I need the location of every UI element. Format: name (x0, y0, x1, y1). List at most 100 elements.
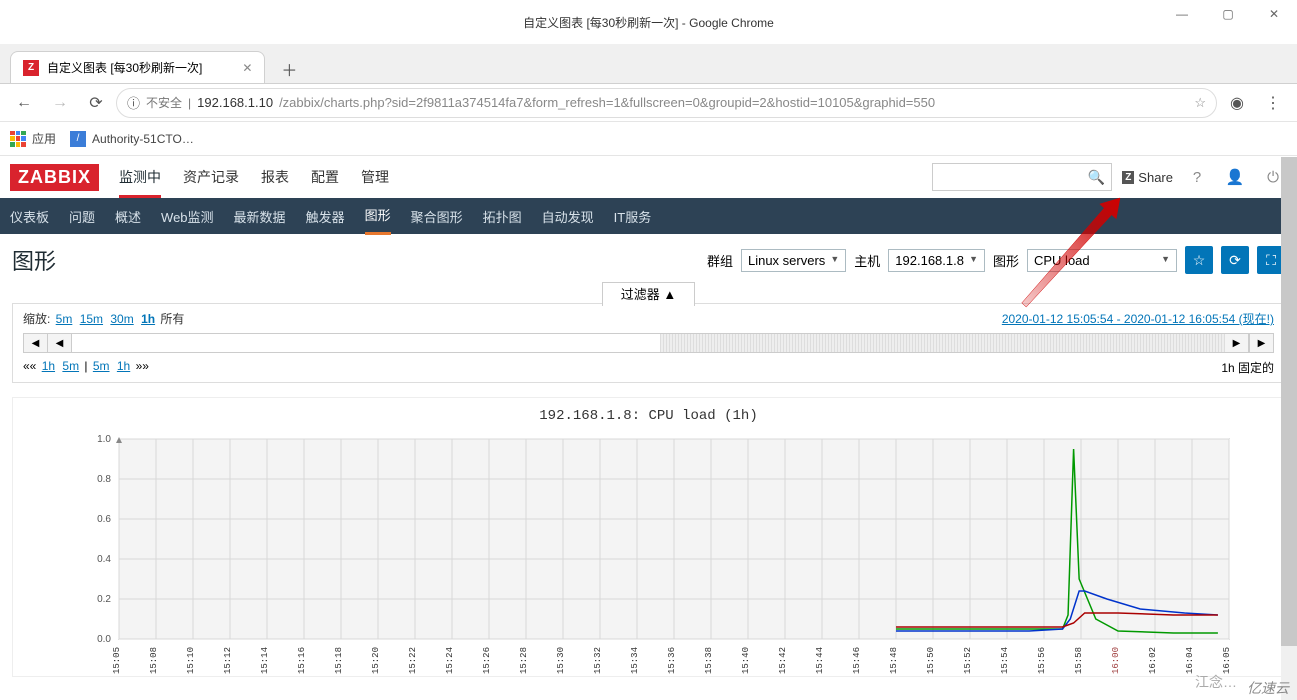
bookmark-item[interactable]: / Authority-51CTO… (70, 131, 194, 147)
back-button[interactable]: ← (8, 87, 40, 119)
apps-shortcut[interactable]: 应用 (10, 130, 56, 147)
graph-select[interactable]: CPU load (1027, 249, 1177, 272)
close-window-button[interactable]: ✕ (1251, 0, 1297, 28)
time-range: 2020-01-12 15:05:54 - 2020-01-12 16:05:5… (1002, 310, 1274, 327)
url-host: 192.168.1.10 (197, 95, 273, 110)
zabbix-topmenu: 监测中资产记录报表配置管理 (119, 167, 389, 187)
graph-label: 图形 (993, 251, 1019, 270)
security-text: 不安全 (146, 94, 182, 111)
submenu-Web监测[interactable]: Web监测 (161, 207, 214, 226)
zoom-所有[interactable]: 所有 (160, 312, 184, 326)
profile-icon[interactable]: ◉ (1221, 87, 1253, 119)
svg-text:16:02: 16:02 (1148, 647, 1158, 674)
url-field[interactable]: ⓘ 不安全 | 192.168.1.10 /zabbix/charts.php?… (116, 88, 1217, 118)
host-select[interactable]: 192.168.1.8 (888, 249, 985, 272)
submenu-自动发现[interactable]: 自动发现 (542, 207, 594, 226)
svg-text:1.0: 1.0 (97, 434, 111, 445)
svg-text:15:22: 15:22 (408, 647, 418, 674)
rel-1h[interactable]: 1h (42, 359, 55, 373)
scroll-next-button[interactable]: ▶ (1225, 334, 1249, 352)
svg-text:16:05: 16:05 (1222, 647, 1232, 674)
svg-text:15:12: 15:12 (223, 647, 233, 674)
scroll-handle[interactable] (660, 334, 1225, 352)
zoom-15m[interactable]: 15m (80, 312, 103, 326)
topmenu-配置[interactable]: 配置 (311, 167, 339, 187)
page-scrollbar[interactable] (1281, 157, 1297, 700)
submenu-拓扑图[interactable]: 拓扑图 (483, 207, 522, 226)
svg-text:15:46: 15:46 (852, 647, 862, 674)
svg-text:15:56: 15:56 (1037, 647, 1047, 674)
zoom-options: 缩放: 5m 15m 30m 1h 所有 (23, 310, 184, 327)
topmenu-管理[interactable]: 管理 (361, 167, 389, 187)
search-input[interactable]: 🔍 (932, 163, 1112, 191)
rel-1h[interactable]: 1h (117, 359, 130, 373)
svg-text:16:00: 16:00 (1111, 647, 1121, 674)
page-title: 图形 (12, 244, 56, 276)
info-icon: ⓘ (127, 93, 140, 112)
scroll-first-button[interactable]: ◀ (24, 334, 48, 352)
topmenu-监测中[interactable]: 监测中 (119, 167, 161, 198)
svg-text:15:05: 15:05 (112, 647, 122, 674)
submenu-仪表板[interactable]: 仪表板 (10, 207, 49, 226)
help-icon[interactable]: ? (1183, 169, 1211, 186)
submenu-触发器[interactable]: 触发器 (306, 207, 345, 226)
submenu-最新数据[interactable]: 最新数据 (234, 207, 286, 226)
new-tab-button[interactable]: ＋ (275, 55, 303, 83)
maximize-button[interactable]: ▢ (1205, 0, 1251, 28)
rel-5m[interactable]: 5m (93, 359, 110, 373)
svg-text:15:28: 15:28 (519, 647, 529, 674)
tab-strip: Z 自定义图表 [每30秒刷新一次] ✕ ＋ (0, 44, 1297, 84)
scroll-track[interactable]: ◀ (48, 334, 1225, 352)
chrome-menu-icon[interactable]: ⋮ (1257, 87, 1289, 119)
submenu-问题[interactable]: 问题 (69, 207, 95, 226)
scrollbar-thumb[interactable] (1281, 157, 1297, 646)
close-tab-icon[interactable]: ✕ (242, 61, 252, 75)
zoom-30m[interactable]: 30m (110, 312, 133, 326)
time-scrollbar[interactable]: ◀ ◀ ▶ ▶ (23, 333, 1274, 353)
submenu-图形[interactable]: 图形 (365, 205, 391, 235)
search-icon[interactable]: 🔍 (1088, 169, 1105, 186)
zoom-row: 缩放: 5m 15m 30m 1h 所有 2020-01-12 15:05:54… (23, 310, 1274, 327)
address-bar: ← → ⟳ ⓘ 不安全 | 192.168.1.10 /zabbix/chart… (0, 84, 1297, 122)
svg-text:15:50: 15:50 (926, 647, 936, 674)
rel-5m[interactable]: 5m (62, 359, 79, 373)
window-title: 自定义图表 [每30秒刷新一次] - Google Chrome (523, 14, 774, 31)
reload-button[interactable]: ⟳ (80, 87, 112, 119)
minimize-button[interactable]: — (1159, 0, 1205, 28)
relative-row: «« 1h 5m | 5m 1h »» 1h 固定的 (23, 359, 1274, 376)
submenu-IT服务[interactable]: IT服务 (614, 207, 652, 226)
forward-button[interactable]: → (44, 87, 76, 119)
svg-text:15:54: 15:54 (1000, 647, 1010, 674)
favorite-button[interactable]: ☆ (1185, 246, 1213, 274)
svg-text:0.8: 0.8 (97, 474, 111, 485)
svg-text:15:32: 15:32 (593, 647, 603, 674)
submenu-概述[interactable]: 概述 (115, 207, 141, 226)
filter-toggle[interactable]: 过滤器 ▲ (12, 284, 1285, 304)
user-icon[interactable]: 👤 (1221, 168, 1249, 186)
svg-text:0.4: 0.4 (97, 554, 111, 565)
svg-text:15:30: 15:30 (556, 647, 566, 674)
chart-title: 192.168.1.8: CPU load (1h) (13, 408, 1284, 424)
apps-grid-icon (10, 131, 26, 147)
refresh-button[interactable]: ⟳ (1221, 246, 1249, 274)
star-icon[interactable]: ☆ (1194, 95, 1206, 111)
zabbix-logo[interactable]: ZABBIX (10, 164, 99, 191)
browser-tab[interactable]: Z 自定义图表 [每30秒刷新一次] ✕ (10, 51, 265, 83)
submenu-聚合图形[interactable]: 聚合图形 (411, 207, 463, 226)
chart-container: 192.168.1.8: CPU load (1h) 0.00.20.40.60… (12, 397, 1285, 677)
share-button[interactable]: Z Share (1122, 170, 1173, 185)
zoom-1h[interactable]: 1h (141, 312, 155, 326)
topmenu-报表[interactable]: 报表 (261, 167, 289, 187)
group-label: 群组 (707, 251, 733, 270)
topmenu-资产记录[interactable]: 资产记录 (183, 167, 239, 187)
watermark-right: 亿速云 (1247, 678, 1289, 698)
scroll-last-button[interactable]: ▶ (1249, 334, 1273, 352)
group-select[interactable]: Linux servers (741, 249, 846, 272)
title-row: 图形 群组 Linux servers 主机 192.168.1.8 图形 CP… (12, 244, 1285, 276)
svg-text:15:20: 15:20 (371, 647, 381, 674)
scroll-prev-button[interactable]: ◀ (48, 334, 72, 352)
bookmark-favicon: / (70, 131, 86, 147)
zoom-5m[interactable]: 5m (56, 312, 73, 326)
url-path: /zabbix/charts.php?sid=2f9811a374514fa7&… (279, 95, 935, 110)
watermark-left: 江念… (1195, 672, 1237, 692)
